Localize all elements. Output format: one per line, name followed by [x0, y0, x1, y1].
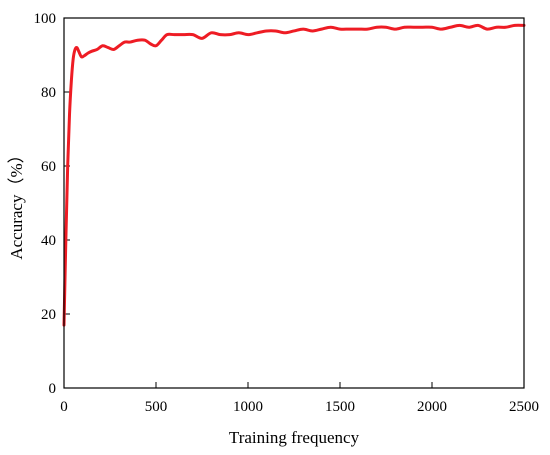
x-tick-label: 1000: [233, 399, 263, 415]
y-tick-label: 100: [34, 11, 57, 27]
y-tick-label: 40: [41, 233, 56, 249]
series-layer: [62, 23, 526, 327]
axis-ticks: 0 500 1000 1500 2000 2500 0 20 40 60 80 100: [34, 11, 540, 415]
y-tick-label: 20: [41, 307, 56, 323]
x-axis-title: Training frequency: [229, 428, 360, 447]
x-tick-label: 2500: [509, 399, 539, 415]
plot-frame: [63, 17, 525, 389]
y-tick-label: 60: [41, 159, 56, 175]
accuracy-series-line: [62, 23, 526, 327]
y-tick-label: 0: [49, 381, 57, 397]
x-tick-label: 2000: [417, 399, 447, 415]
x-tick-label: 0: [60, 399, 68, 415]
x-tick-label: 1500: [325, 399, 355, 415]
x-tick-label: 500: [145, 399, 168, 415]
y-tick-label: 80: [41, 85, 56, 101]
y-axis-title: Accuracy（%）: [7, 146, 26, 259]
